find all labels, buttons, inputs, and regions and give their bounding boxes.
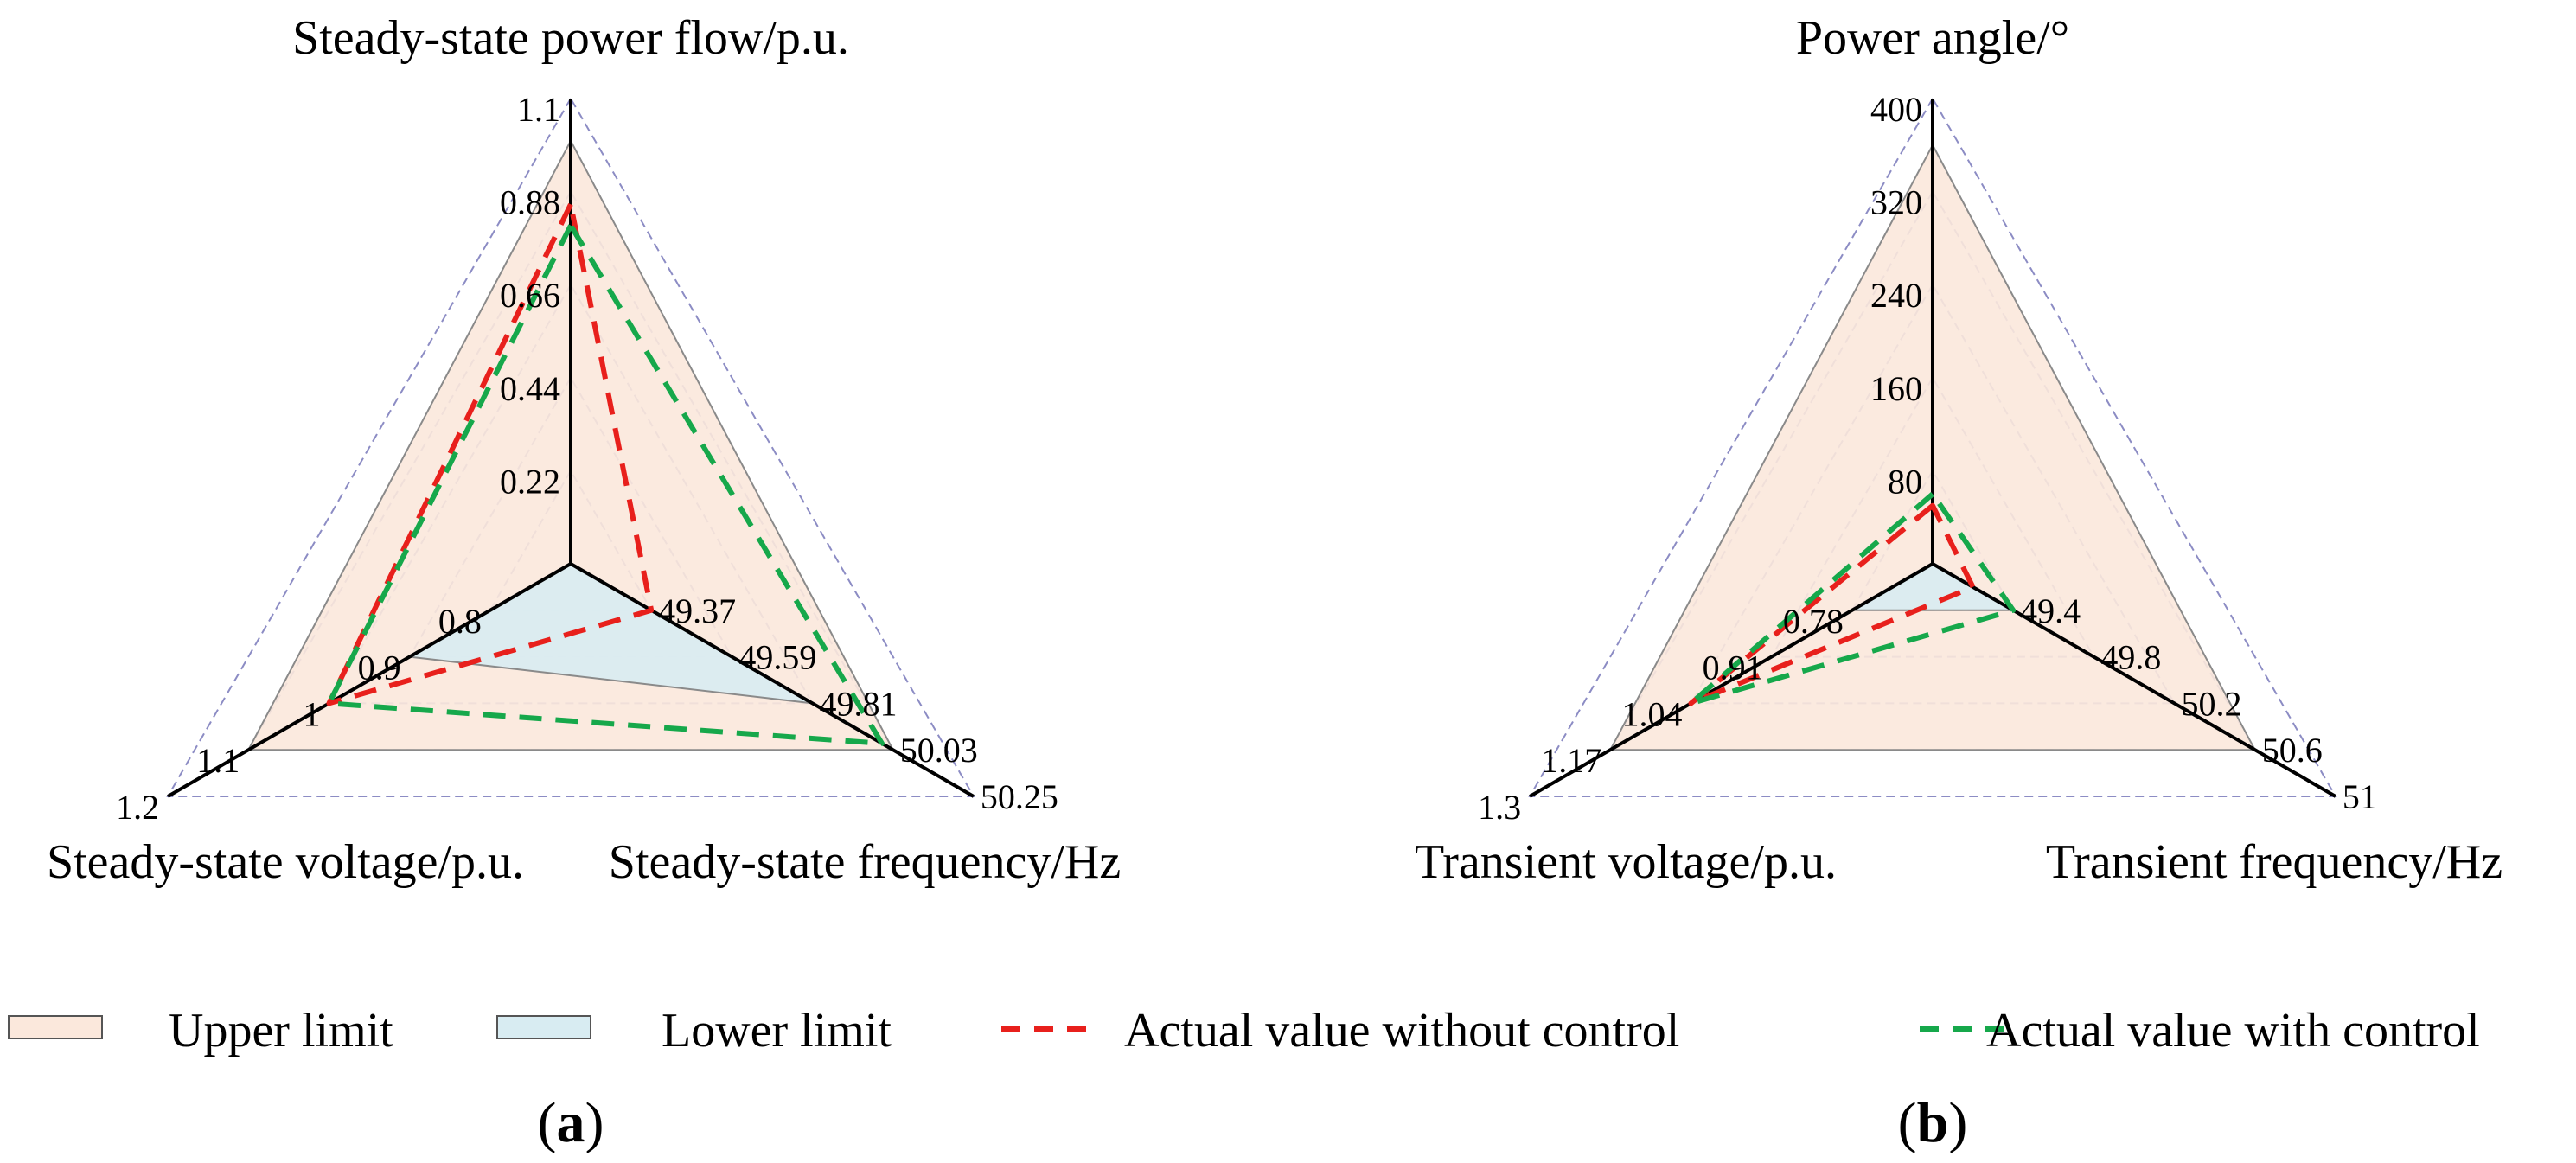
tick-label-transient-frequency-4: 50.6: [2262, 731, 2323, 770]
tick-label-power-flow-5: 1.1: [517, 90, 560, 129]
series-with-control: [326, 222, 885, 746]
axis-line-steady-voltage: [167, 562, 572, 798]
tick-label-steady-voltage-4: 1.1: [196, 741, 240, 780]
panel-label-a: (a): [538, 1091, 604, 1154]
tick-label-transient-voltage-1: 0.78: [1783, 602, 1844, 641]
radar-line-series: [1688, 491, 2017, 706]
tick-label-transient-voltage-2: 0.91: [1703, 649, 1763, 687]
radar-axes: [167, 99, 975, 798]
tick-label-power-angle-3: 240: [1870, 276, 1922, 315]
panel-label-b: (b): [1898, 1091, 1968, 1154]
legend-label-lower-limit: Lower limit: [662, 1004, 892, 1058]
tick-label-steady-voltage-5: 1.2: [116, 788, 159, 827]
radar-tick-labels: 0.220.440.660.881.10.80.911.11.249.3749.…: [116, 90, 1058, 827]
series-without-control: [326, 201, 655, 706]
axis-title-steady-frequency: Steady-state frequency/Hz: [609, 835, 1121, 889]
axis-title-transient-voltage: Transient voltage/p.u.: [1415, 835, 1837, 889]
legend-label-upper-limit: Upper limit: [169, 1004, 393, 1058]
tick-label-transient-voltage-4: 1.17: [1541, 741, 1601, 780]
tick-label-steady-frequency-3: 49.81: [820, 684, 898, 723]
tick-label-power-angle-2: 160: [1870, 369, 1922, 408]
tick-label-power-flow-3: 0.66: [500, 276, 560, 315]
axis-title-power-angle: Power angle/°: [1796, 11, 2069, 65]
grid-ring-5: [166, 96, 975, 797]
series-without-control: [1688, 502, 1976, 706]
tick-label-transient-frequency-5: 51: [2343, 777, 2377, 816]
grid-ring-5: [1528, 96, 2337, 797]
tick-label-steady-frequency-2: 49.59: [738, 638, 816, 677]
legend-label-with-control: Actual value with control: [1986, 1004, 2480, 1058]
series-with-control: [1688, 491, 2017, 706]
tick-label-steady-voltage-3: 1: [303, 694, 320, 733]
tick-label-steady-voltage-1: 0.8: [438, 602, 482, 641]
radar-panel-a: Steady-state power flow/p.u. Steady-stat…: [47, 11, 1121, 1154]
tick-label-transient-voltage-5: 1.3: [1478, 788, 1521, 827]
tick-label-power-angle-5: 400: [1870, 90, 1922, 129]
tick-label-transient-frequency-3: 50.2: [2182, 684, 2242, 723]
radar-axes: [1529, 99, 2336, 798]
tick-label-power-flow-1: 0.22: [500, 462, 560, 501]
axis-line-transient-voltage: [1529, 562, 1934, 798]
radar-panel-b: Power angle/° Transient voltage/p.u. Tra…: [1415, 11, 2502, 1154]
axis-line-steady-frequency: [569, 562, 975, 798]
tick-label-transient-voltage-3: 1.04: [1621, 694, 1682, 733]
radar-tick-labels: 80 160 240 320 400 0.78 0.91 1.04 1.17 1.3 49.4 49.…: [1478, 90, 2377, 827]
tick-label-power-flow-4: 0.88: [500, 183, 560, 222]
legend-swatch-lower-limit: [496, 1015, 591, 1039]
tick-label-steady-voltage-2: 0.9: [358, 649, 401, 687]
tick-label-transient-frequency-2: 49.8: [2100, 638, 2161, 677]
tick-label-power-angle-1: 80: [1888, 462, 1922, 501]
tick-label-steady-frequency-5: 50.25: [981, 777, 1058, 816]
legend: Upper limit Lower limit Actual value wit…: [8, 1004, 2480, 1058]
axis-title-power-flow: Steady-state power flow/p.u.: [292, 11, 849, 65]
axis-title-steady-voltage: Steady-state voltage/p.u.: [47, 835, 524, 889]
axis-title-transient-frequency: Transient frequency/Hz: [2046, 835, 2502, 889]
legend-swatch-upper-limit: [8, 1015, 103, 1039]
tick-label-power-flow-2: 0.44: [500, 369, 560, 408]
axis-line-transient-frequency: [1931, 562, 2336, 798]
radar-line-series: [326, 201, 885, 746]
tick-label-power-angle-4: 320: [1870, 183, 1922, 222]
tick-label-steady-frequency-1: 49.37: [658, 591, 736, 630]
legend-label-without-control: Actual value without control: [1124, 1004, 1679, 1058]
tick-label-transient-frequency-1: 49.4: [2020, 591, 2081, 630]
tick-label-steady-frequency-4: 50.03: [900, 731, 978, 770]
